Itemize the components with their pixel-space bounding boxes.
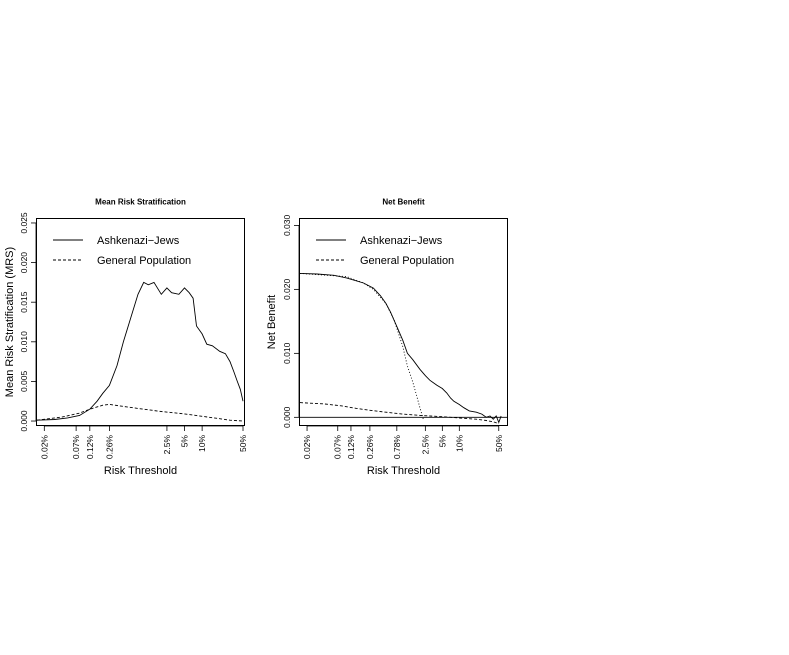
nb-y-tick-label: 0.020 xyxy=(282,278,292,300)
nb-x-tick-label: 5% xyxy=(437,435,447,448)
nb-x-tick-label: 2.5% xyxy=(420,435,430,455)
nb-x-axis: 0.02% 0.07% 0.12% 0.26% 0.78% 2.5% 5% 10% 50% xyxy=(302,425,504,460)
nb-legend-dashed-label: General Population xyxy=(360,255,454,267)
mrs-title: Mean Risk Stratification xyxy=(95,198,186,207)
mrs-series-line-solid xyxy=(36,281,244,421)
mrs-y-tick-label: 0.015 xyxy=(19,291,29,313)
mrs-x-tick-label: 0.07% xyxy=(71,435,81,460)
mrs-x-tick-label: 0.12% xyxy=(85,435,95,460)
nb-plot-frame xyxy=(299,218,508,426)
mrs-plot-frame xyxy=(36,218,245,426)
nb-x-tick-label: 0.12% xyxy=(346,435,356,460)
mrs-legend-solid-label: Ashkenazi−Jews xyxy=(97,235,180,247)
mrs-series-layer xyxy=(36,281,244,422)
mrs-x-tick-label: 5% xyxy=(180,435,190,448)
nb-series-layer xyxy=(299,272,507,425)
mrs-series-line-dashed xyxy=(36,403,244,422)
nb-y-tick-label: 0.000 xyxy=(282,406,292,428)
mrs-panel: Mean Risk Stratification 0.02% 0.07% 0.12%… xyxy=(4,198,248,478)
mrs-y-tick-label: 0.005 xyxy=(19,370,29,392)
mrs-y-tick-label: 0.025 xyxy=(19,212,29,234)
nb-legend: Ashkenazi−Jews General Population xyxy=(316,235,454,267)
nb-panel: Net Benefit 0.02% 0.07% 0.12% 0.26% 0.78% 2.5… xyxy=(266,198,508,477)
nb-y-axis-label: Net Benefit xyxy=(266,295,278,349)
nb-x-tick-label: 0.07% xyxy=(333,435,343,460)
nb-title: Net Benefit xyxy=(382,198,425,207)
nb-legend-solid-label: Ashkenazi−Jews xyxy=(360,235,443,247)
nb-y-tick-label: 0.010 xyxy=(282,342,292,364)
mrs-x-axis-label: Risk Threshold xyxy=(104,465,177,477)
nb-x-tick-label: 10% xyxy=(454,435,464,452)
nb-series-line-dashed xyxy=(299,402,499,425)
mrs-x-tick-label: 0.26% xyxy=(104,435,114,460)
nb-x-tick-label: 0.02% xyxy=(302,435,312,460)
nb-x-tick-label: 0.26% xyxy=(365,435,375,460)
mrs-legend: Ashkenazi−Jews General Population xyxy=(53,235,191,267)
mrs-y-axis: 0.000 0.005 0.010 0.015 0.020 0.025 xyxy=(19,212,37,432)
nb-x-axis-label: Risk Threshold xyxy=(367,465,440,477)
nb-y-tick-label: 0.030 xyxy=(282,214,292,236)
nb-y-axis: 0.000 0.010 0.020 0.030 xyxy=(282,214,300,428)
nb-x-tick-label: 50% xyxy=(494,435,504,452)
mrs-y-tick-label: 0.000 xyxy=(19,410,29,432)
mrs-x-tick-label: 0.02% xyxy=(39,435,49,460)
mrs-y-tick-label: 0.020 xyxy=(19,252,29,274)
nb-x-tick-label: 0.78% xyxy=(392,435,402,460)
mrs-x-tick-label: 2.5% xyxy=(162,435,172,455)
nb-series-line-solid xyxy=(299,272,502,424)
mrs-x-tick-label: 50% xyxy=(238,435,248,452)
mrs-x-axis: 0.02% 0.07% 0.12% 0.26% 2.5% 5% 10% 50% xyxy=(39,425,248,460)
mrs-x-tick-label: 10% xyxy=(197,435,207,452)
mrs-y-tick-label: 0.010 xyxy=(19,331,29,353)
mrs-y-axis-label: Mean Risk Stratification (MRS) xyxy=(4,247,16,397)
mrs-legend-dashed-label: General Population xyxy=(97,255,191,267)
